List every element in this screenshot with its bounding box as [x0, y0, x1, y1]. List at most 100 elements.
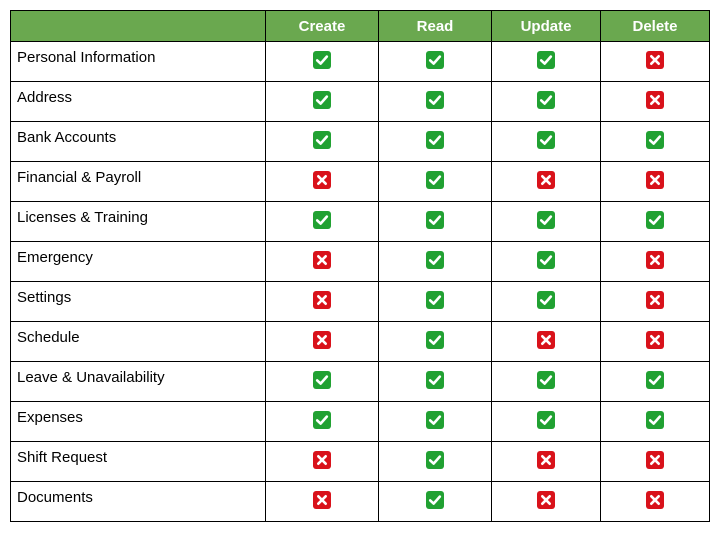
permission-cell-delete: [600, 161, 710, 202]
permission-cell-update: [491, 241, 601, 282]
permission-cell-delete: [600, 241, 710, 282]
permission-cell-create: [265, 241, 379, 282]
header-read: Read: [378, 10, 492, 42]
permission-cell-delete: [600, 401, 710, 442]
check-icon: [537, 91, 555, 110]
row-label: Schedule: [10, 321, 266, 362]
permission-cell-delete: [600, 481, 710, 522]
permissions-table-body: Personal Information Address Bank Accounts…: [10, 41, 710, 522]
check-icon: [537, 51, 555, 70]
cross-icon: [646, 291, 664, 310]
check-icon: [537, 211, 555, 230]
row-label: Licenses & Training: [10, 201, 266, 242]
row-label: Settings: [10, 281, 266, 322]
cross-icon: [313, 451, 331, 470]
permission-cell-update: [491, 41, 601, 82]
table-row: Expenses: [10, 401, 710, 442]
check-icon: [426, 131, 444, 150]
cross-icon: [313, 331, 331, 350]
cross-icon: [646, 51, 664, 70]
check-icon: [426, 291, 444, 310]
check-icon: [537, 411, 555, 430]
table-row: Emergency: [10, 241, 710, 282]
check-icon: [537, 291, 555, 310]
row-label: Address: [10, 81, 266, 122]
permission-cell-delete: [600, 121, 710, 162]
check-icon: [313, 131, 331, 150]
permission-cell-update: [491, 361, 601, 402]
header-delete: Delete: [600, 10, 710, 42]
permission-cell-delete: [600, 201, 710, 242]
check-icon: [646, 211, 664, 230]
check-icon: [537, 131, 555, 150]
permission-cell-read: [378, 481, 492, 522]
permission-cell-create: [265, 161, 379, 202]
check-icon: [313, 51, 331, 70]
permissions-table: Create Read Update Delete Personal Infor…: [10, 10, 710, 522]
check-icon: [313, 411, 331, 430]
table-row: Schedule: [10, 321, 710, 362]
check-icon: [426, 411, 444, 430]
cross-icon: [313, 491, 331, 510]
row-label: Leave & Unavailability: [10, 361, 266, 402]
permission-cell-delete: [600, 321, 710, 362]
permission-cell-read: [378, 361, 492, 402]
cross-icon: [313, 291, 331, 310]
permission-cell-delete: [600, 81, 710, 122]
permission-cell-update: [491, 161, 601, 202]
permission-cell-read: [378, 41, 492, 82]
permission-cell-update: [491, 481, 601, 522]
row-label: Shift Request: [10, 441, 266, 482]
permission-cell-update: [491, 401, 601, 442]
check-icon: [426, 331, 444, 350]
table-row: Shift Request: [10, 441, 710, 482]
row-label: Personal Information: [10, 41, 266, 82]
cross-icon: [537, 451, 555, 470]
cross-icon: [646, 491, 664, 510]
row-label: Bank Accounts: [10, 121, 266, 162]
cross-icon: [537, 171, 555, 190]
permission-cell-read: [378, 281, 492, 322]
permission-cell-delete: [600, 281, 710, 322]
header-create: Create: [265, 10, 379, 42]
check-icon: [426, 491, 444, 510]
header-blank: [10, 10, 266, 42]
table-row: Financial & Payroll: [10, 161, 710, 202]
permission-cell-delete: [600, 41, 710, 82]
row-label: Expenses: [10, 401, 266, 442]
table-row: Address: [10, 81, 710, 122]
permission-cell-create: [265, 121, 379, 162]
check-icon: [313, 91, 331, 110]
permission-cell-update: [491, 81, 601, 122]
cross-icon: [646, 451, 664, 470]
table-row: Licenses & Training: [10, 201, 710, 242]
table-row: Bank Accounts: [10, 121, 710, 162]
check-icon: [426, 371, 444, 390]
permission-cell-read: [378, 321, 492, 362]
cross-icon: [646, 331, 664, 350]
permission-cell-read: [378, 81, 492, 122]
permission-cell-read: [378, 401, 492, 442]
permission-cell-read: [378, 241, 492, 282]
cross-icon: [313, 251, 331, 270]
permission-cell-create: [265, 321, 379, 362]
cross-icon: [646, 251, 664, 270]
check-icon: [426, 171, 444, 190]
table-row: Documents: [10, 481, 710, 522]
check-icon: [646, 411, 664, 430]
permission-cell-update: [491, 121, 601, 162]
cross-icon: [537, 491, 555, 510]
permission-cell-read: [378, 201, 492, 242]
permission-cell-read: [378, 441, 492, 482]
permission-cell-delete: [600, 361, 710, 402]
permission-cell-create: [265, 81, 379, 122]
check-icon: [426, 211, 444, 230]
permission-cell-read: [378, 121, 492, 162]
check-icon: [426, 91, 444, 110]
row-label: Financial & Payroll: [10, 161, 266, 202]
check-icon: [313, 371, 331, 390]
check-icon: [646, 131, 664, 150]
permission-cell-create: [265, 481, 379, 522]
permissions-table-wrapper: Create Read Update Delete Personal Infor…: [10, 10, 710, 522]
permission-cell-create: [265, 41, 379, 82]
